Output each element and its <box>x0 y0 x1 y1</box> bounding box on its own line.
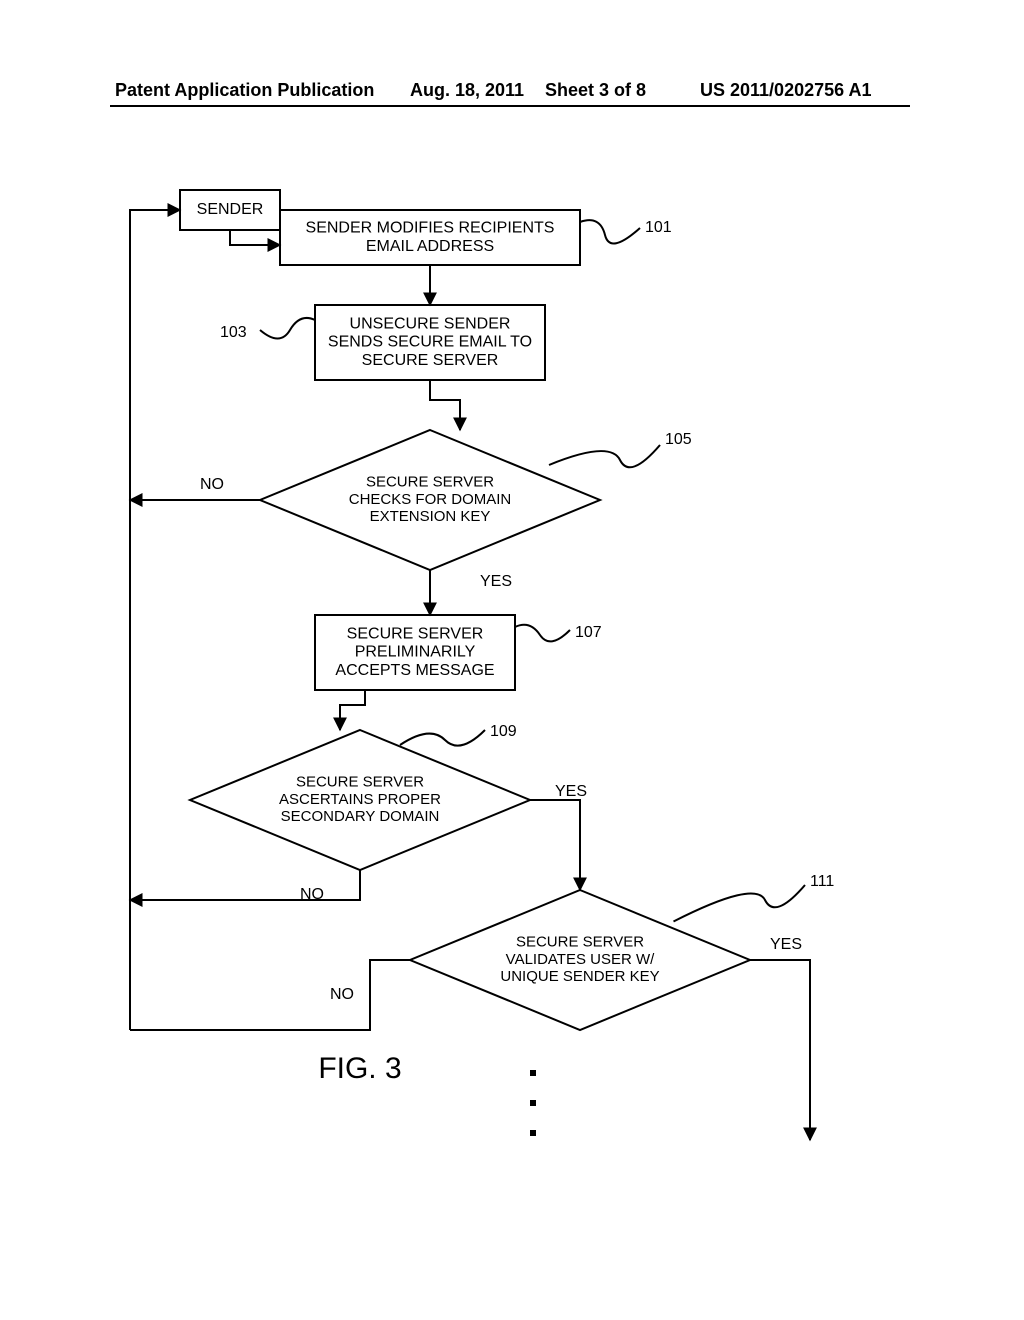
svg-text:NO: NO <box>330 986 354 1003</box>
svg-text:103: 103 <box>220 324 247 341</box>
svg-text:SENDS SECURE EMAIL TO: SENDS SECURE EMAIL TO <box>328 334 532 351</box>
flowchart: SENDER SENDER MODIFIES RECIPIENTSEMAIL AD… <box>100 160 900 1180</box>
svg-text:NO: NO <box>200 476 224 493</box>
svg-text:UNSECURE SENDER: UNSECURE SENDER <box>350 315 511 332</box>
svg-text:YES: YES <box>770 936 802 953</box>
svg-text:ACCEPTS MESSAGE: ACCEPTS MESSAGE <box>335 662 494 679</box>
svg-text:SECURE SERVER: SECURE SERVER <box>366 474 494 491</box>
svg-text:SECURE SERVER: SECURE SERVER <box>347 625 484 642</box>
svg-text:CHECKS FOR DOMAIN: CHECKS FOR DOMAIN <box>349 491 512 508</box>
svg-text:101: 101 <box>645 219 672 236</box>
svg-text:UNIQUE SENDER KEY: UNIQUE SENDER KEY <box>500 968 659 985</box>
header-number: US 2011/0202756 A1 <box>700 80 871 101</box>
svg-text:SECURE SERVER: SECURE SERVER <box>516 934 644 951</box>
svg-text:111: 111 <box>810 873 834 890</box>
svg-text:EMAIL ADDRESS: EMAIL ADDRESS <box>366 238 494 255</box>
header-sheet: Sheet 3 of 8 <box>545 80 646 101</box>
svg-text:NO: NO <box>300 886 324 903</box>
svg-text:YES: YES <box>480 573 512 590</box>
svg-text:EXTENSION KEY: EXTENSION KEY <box>370 508 491 525</box>
svg-text:PRELIMINARILY: PRELIMINARILY <box>355 644 476 661</box>
svg-text:109: 109 <box>490 723 517 740</box>
svg-text:SENDER MODIFIES RECIPIENTS: SENDER MODIFIES RECIPIENTS <box>306 220 555 237</box>
svg-text:FIG. 3: FIG. 3 <box>318 1052 401 1085</box>
svg-text:SENDER: SENDER <box>197 201 264 218</box>
header-date: Aug. 18, 2011 <box>410 80 524 101</box>
svg-text:ASCERTAINS PROPER: ASCERTAINS PROPER <box>279 791 441 808</box>
header-publication: Patent Application Publication <box>115 80 374 101</box>
header-rule <box>110 105 910 107</box>
svg-text:SECURE SERVER: SECURE SERVER <box>362 352 499 369</box>
svg-text:SECURE SERVER: SECURE SERVER <box>296 774 424 791</box>
svg-text:SECONDARY DOMAIN: SECONDARY DOMAIN <box>281 808 440 825</box>
svg-text:105: 105 <box>665 431 692 448</box>
svg-text:YES: YES <box>555 783 587 800</box>
svg-text:107: 107 <box>575 624 602 641</box>
svg-text:VALIDATES USER W/: VALIDATES USER W/ <box>506 951 655 968</box>
